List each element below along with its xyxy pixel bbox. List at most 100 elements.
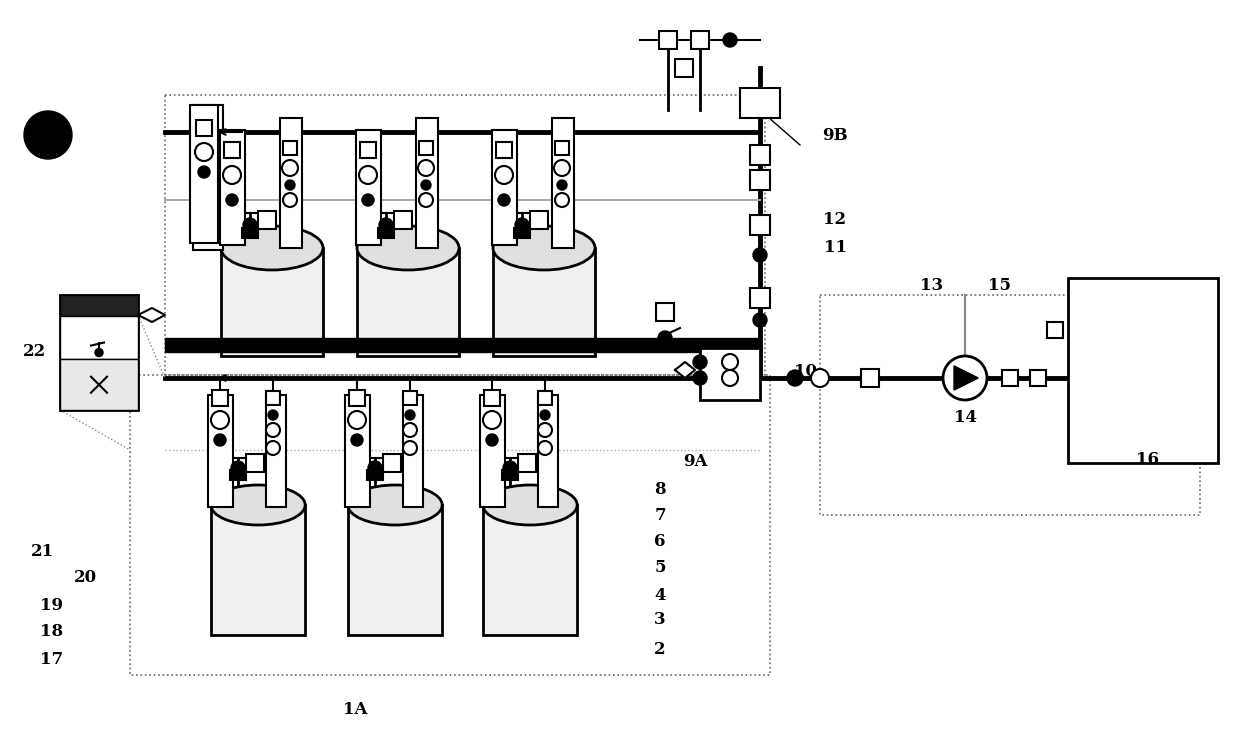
- Circle shape: [360, 166, 377, 184]
- Circle shape: [554, 160, 570, 176]
- Text: 22: 22: [24, 343, 47, 360]
- Bar: [529, 211, 548, 229]
- Circle shape: [486, 434, 498, 446]
- Bar: [1030, 370, 1047, 386]
- Circle shape: [368, 461, 382, 475]
- Circle shape: [267, 423, 280, 437]
- Bar: [283, 141, 298, 155]
- Circle shape: [723, 33, 737, 47]
- Bar: [60, 315, 138, 359]
- Text: 13: 13: [920, 277, 944, 294]
- Circle shape: [498, 194, 510, 206]
- Bar: [656, 303, 675, 321]
- Text: 1A: 1A: [342, 701, 367, 719]
- Text: 21: 21: [31, 543, 53, 561]
- Circle shape: [403, 441, 417, 455]
- Text: 16: 16: [1137, 452, 1159, 468]
- Bar: [196, 120, 212, 136]
- Circle shape: [405, 410, 415, 420]
- Bar: [356, 130, 381, 245]
- Bar: [221, 248, 322, 356]
- Circle shape: [215, 434, 226, 446]
- Bar: [415, 118, 438, 248]
- Text: 5: 5: [655, 559, 666, 577]
- Bar: [861, 369, 879, 387]
- Circle shape: [515, 218, 529, 232]
- Ellipse shape: [348, 485, 443, 525]
- Circle shape: [787, 370, 804, 386]
- Bar: [60, 295, 138, 410]
- Circle shape: [268, 410, 278, 420]
- Text: 7: 7: [655, 507, 666, 525]
- Circle shape: [285, 180, 295, 190]
- Bar: [378, 228, 394, 238]
- Bar: [552, 118, 574, 248]
- Circle shape: [418, 160, 434, 176]
- Bar: [701, 348, 760, 400]
- Circle shape: [403, 423, 417, 437]
- Circle shape: [419, 193, 433, 207]
- Bar: [208, 395, 233, 507]
- Bar: [211, 505, 305, 635]
- Bar: [496, 142, 512, 158]
- Text: 2: 2: [655, 641, 666, 659]
- Ellipse shape: [494, 226, 595, 270]
- Bar: [538, 395, 558, 507]
- Circle shape: [231, 461, 246, 475]
- Bar: [484, 390, 500, 406]
- Bar: [480, 395, 505, 507]
- Bar: [246, 454, 264, 472]
- Circle shape: [693, 355, 707, 369]
- Ellipse shape: [482, 485, 577, 525]
- Circle shape: [538, 441, 552, 455]
- Bar: [267, 395, 286, 507]
- Circle shape: [753, 248, 768, 262]
- Text: 6: 6: [655, 534, 666, 550]
- Bar: [193, 105, 223, 250]
- Bar: [190, 105, 218, 243]
- Bar: [280, 118, 303, 248]
- Bar: [675, 59, 693, 77]
- Circle shape: [557, 180, 567, 190]
- Circle shape: [226, 194, 238, 206]
- Bar: [165, 95, 765, 375]
- Bar: [419, 141, 433, 155]
- Text: 12: 12: [823, 212, 847, 228]
- Bar: [229, 470, 246, 480]
- Bar: [357, 248, 459, 356]
- Circle shape: [556, 193, 569, 207]
- Bar: [482, 505, 577, 635]
- Circle shape: [503, 461, 517, 475]
- Text: 3: 3: [655, 611, 666, 629]
- Circle shape: [811, 369, 830, 387]
- Circle shape: [538, 423, 552, 437]
- Bar: [242, 228, 258, 238]
- Text: 23: 23: [24, 127, 47, 143]
- Circle shape: [283, 193, 298, 207]
- Circle shape: [422, 180, 432, 190]
- Bar: [658, 31, 677, 49]
- Circle shape: [539, 410, 551, 420]
- Circle shape: [379, 218, 393, 232]
- Bar: [1047, 322, 1063, 338]
- Bar: [394, 211, 412, 229]
- Bar: [367, 470, 383, 480]
- Bar: [267, 391, 280, 405]
- Circle shape: [243, 218, 257, 232]
- Ellipse shape: [357, 226, 459, 270]
- Text: 19: 19: [41, 597, 63, 613]
- Text: 9B: 9B: [822, 127, 848, 143]
- Text: 18: 18: [41, 624, 63, 640]
- Text: 15: 15: [988, 277, 1012, 294]
- Text: 11: 11: [823, 239, 847, 256]
- Bar: [750, 288, 770, 308]
- Text: 14: 14: [954, 409, 977, 427]
- Circle shape: [722, 370, 738, 386]
- Bar: [1068, 278, 1218, 463]
- Text: 20: 20: [73, 569, 97, 586]
- Circle shape: [351, 434, 363, 446]
- Polygon shape: [138, 308, 165, 322]
- Bar: [348, 390, 365, 406]
- Circle shape: [211, 411, 229, 429]
- Circle shape: [267, 441, 280, 455]
